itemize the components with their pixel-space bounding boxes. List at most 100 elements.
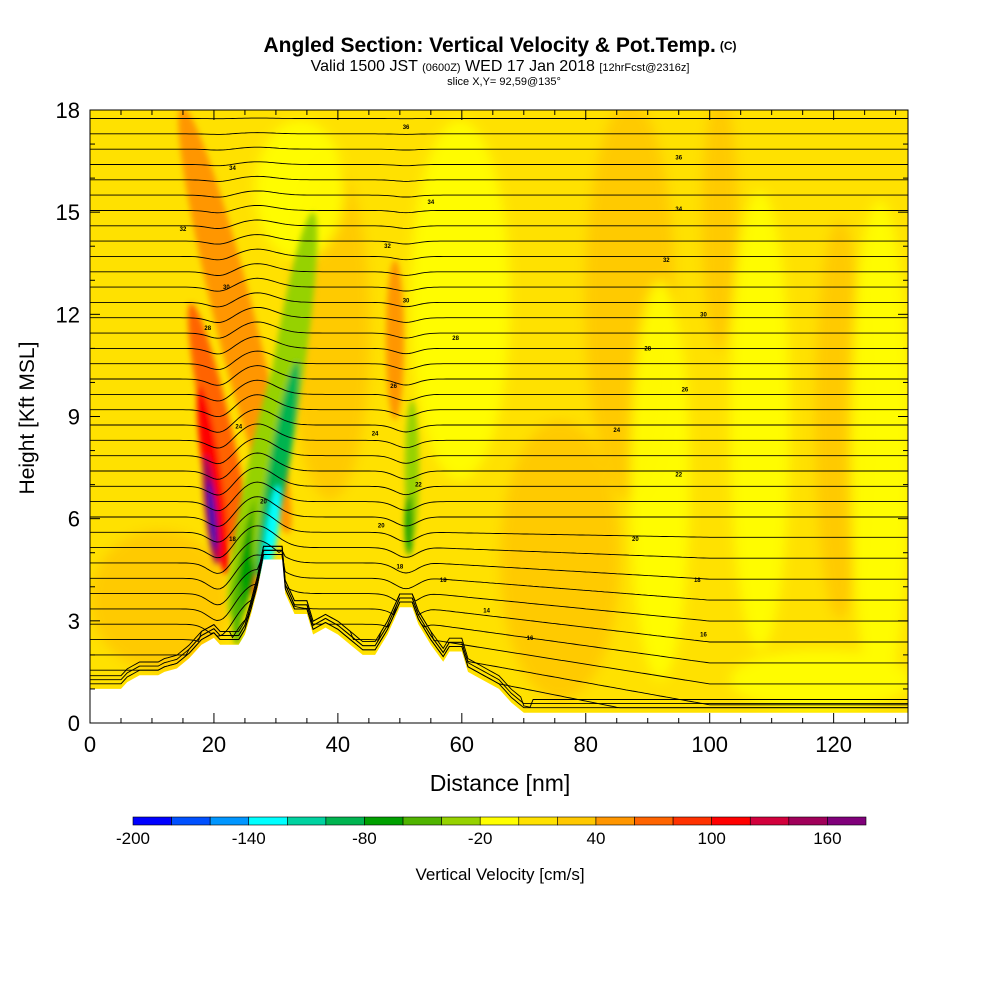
colorbar-swatch	[287, 816, 327, 826]
isentrope-label: 16	[700, 632, 707, 638]
chart-header: Angled Section: Vertical Velocity & Pot.…	[0, 34, 1000, 88]
isentrope-label: 34	[675, 207, 682, 213]
colorbar-tick-label: -200	[116, 829, 150, 848]
isentrope-line	[90, 306, 908, 323]
x-tick-label: 0	[84, 732, 96, 757]
isentrope-label: 16	[527, 636, 534, 642]
colorbar-swatch	[749, 816, 790, 826]
velocity-field	[90, 110, 908, 710]
isentrope-line	[90, 467, 908, 496]
isentrope-line	[90, 175, 908, 182]
isentrope-label: 30	[403, 299, 410, 305]
isentrope-line	[90, 234, 908, 245]
isentrope-line	[90, 496, 908, 527]
isentrope-label: 28	[452, 336, 459, 342]
isentrope-label: 18	[397, 564, 404, 570]
isentrope-line	[90, 379, 908, 402]
colorbar-tick-label: 160	[813, 829, 841, 848]
y-tick-label: 15	[56, 200, 80, 225]
chart-title: Angled Section: Vertical Velocity & Pot.…	[263, 34, 716, 57]
isentrope-line	[90, 132, 908, 135]
isentrope-line	[90, 525, 908, 559]
colorbar-swatch	[209, 816, 250, 826]
isentrope-line	[90, 336, 908, 355]
colorbar-swatch	[325, 816, 365, 826]
slice-info: slice X,Y= 92,59@135°	[447, 76, 561, 88]
colorbar-swatch	[132, 816, 172, 826]
x-tick-label: 80	[574, 732, 598, 757]
y-tick-label: 9	[68, 405, 80, 430]
isentrope-line	[90, 117, 908, 120]
isentrope-line	[90, 263, 908, 276]
colorbar-swatch	[171, 816, 211, 826]
forecast-info: [12hrFcst@2316z]	[599, 62, 690, 74]
isentrope-line	[90, 553, 908, 664]
isentrope-line	[90, 219, 908, 229]
isentrope-line	[90, 553, 908, 601]
y-axis-label: Height [Kft MSL]	[16, 342, 39, 495]
potential-temperature-contours	[90, 117, 908, 709]
x-tick-label: 100	[691, 732, 728, 757]
isentrope-line	[90, 545, 908, 622]
isentrope-line	[90, 510, 908, 543]
isentrope-label: 18	[694, 578, 701, 584]
isentrope-line	[90, 549, 908, 706]
isentrope-label: 20	[632, 537, 639, 543]
x-tick-label: 60	[450, 732, 474, 757]
colorbar-swatch	[788, 816, 828, 826]
isentrope-label: 34	[427, 200, 434, 206]
isentrope-label: 36	[403, 125, 410, 131]
colorbar-swatch	[711, 816, 751, 826]
isentrope-label: 34	[229, 166, 236, 172]
x-axis: 0 20 40 60 80 100 120	[84, 110, 897, 757]
valid-prefix: Valid 1500 JST	[310, 58, 418, 75]
y-tick-label: 18	[56, 98, 80, 123]
isentrope-line	[90, 321, 908, 339]
colorbar-tick-label: -20	[468, 829, 493, 848]
colorbar-swatch	[518, 816, 558, 826]
isentrope-label: 28	[204, 326, 211, 332]
y-tick-label: 6	[68, 507, 80, 532]
isentrope-label: 22	[675, 472, 682, 478]
isentrope-label: 24	[372, 432, 379, 438]
isentrope-label: 20	[378, 523, 385, 529]
isentrope-label: 18	[440, 578, 447, 584]
isentrope-line	[90, 350, 908, 371]
colorbar-swatch	[827, 816, 867, 826]
isentrope-line	[90, 204, 908, 214]
isentrope-label: 32	[384, 244, 391, 250]
isentrope-label: 24	[235, 425, 242, 431]
colorbar-tick-label: 40	[586, 829, 605, 848]
isentrope-line	[90, 408, 908, 433]
x-axis-label: Distance [nm]	[430, 770, 571, 796]
colorbar-swatch	[595, 816, 635, 826]
x-tick-label: 120	[815, 732, 852, 757]
isentrope-line	[90, 248, 908, 261]
isentrope-label: 30	[223, 285, 230, 291]
plot-area: 36 36 34 34 34 32 32 32 30 30 30 28 28 28 26 26 24 24 24 22…	[90, 110, 908, 723]
valid-time-line: Valid 1500 JST (0600Z) WED 17 Jan 2018 […	[0, 59, 1000, 76]
colorbar-label: Vertical Velocity [cm/s]	[415, 865, 584, 884]
isentrope-label: 20	[260, 500, 267, 506]
isentrope-line	[90, 539, 908, 580]
isentrope-label: 14	[483, 609, 490, 615]
contour-labels: 36 36 34 34 34 32 32 32 30 30 30 28 28 28 26 26 24 24 24 22…	[180, 125, 708, 642]
colorbar-tick-label: 100	[697, 829, 725, 848]
isentrope-label: 30	[700, 312, 707, 318]
terrain	[90, 559, 908, 723]
copyright-mark: (C)	[719, 39, 737, 53]
isentrope-label: 26	[682, 387, 689, 393]
isentrope-line	[90, 161, 908, 167]
isentrope-label: 18	[229, 537, 236, 543]
isentrope-label: 22	[415, 483, 422, 489]
isentrope-line	[90, 437, 908, 465]
isentrope-label: 24	[613, 428, 620, 434]
colorbar-swatch	[402, 816, 442, 826]
isentrope-line	[90, 365, 908, 386]
isentrope-line	[90, 553, 908, 709]
isentrope-label: 28	[644, 346, 651, 352]
isentrope-label: 32	[663, 258, 670, 264]
y-tick-label: 0	[68, 711, 80, 736]
